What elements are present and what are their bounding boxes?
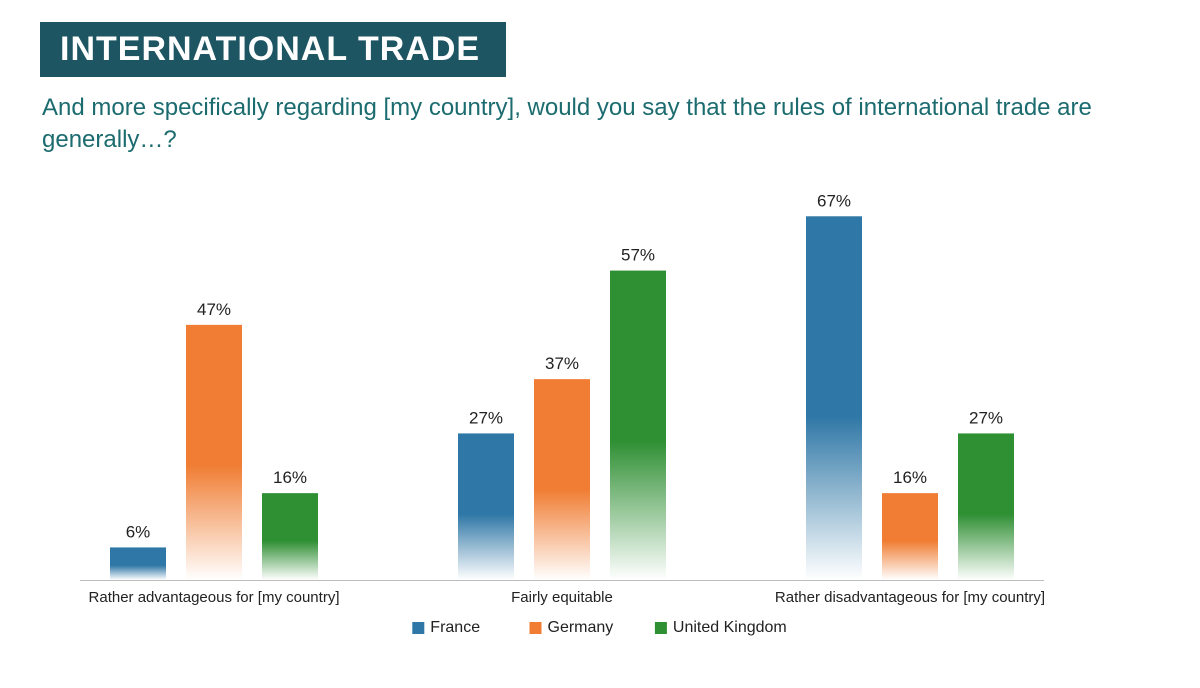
bar <box>610 271 666 580</box>
subtitle-text: And more specifically regarding [my coun… <box>42 92 1142 157</box>
bar <box>958 433 1014 580</box>
legend-swatch <box>655 622 667 634</box>
bar-value-label: 47% <box>197 300 231 319</box>
bar <box>806 216 862 580</box>
bar <box>882 493 938 580</box>
bar <box>262 493 318 580</box>
bar-value-label: 57% <box>621 246 655 265</box>
bar-value-label: 16% <box>893 468 927 487</box>
bar-value-label: 37% <box>545 354 579 373</box>
slide: INTERNATIONAL TRADE And more specificall… <box>0 0 1200 688</box>
bar-value-label: 67% <box>817 191 851 210</box>
category-label: Rather advantageous for [my country] <box>89 589 340 606</box>
legend-label: France <box>430 619 480 636</box>
category-label: Rather disadvantageous for [my country] <box>775 589 1045 606</box>
bar <box>110 547 166 580</box>
legend-label: Germany <box>548 619 614 636</box>
bar <box>458 433 514 580</box>
title-block: INTERNATIONAL TRADE <box>40 22 506 77</box>
bar-value-label: 27% <box>469 408 503 427</box>
page-title: INTERNATIONAL TRADE <box>60 30 480 68</box>
bar <box>534 379 590 580</box>
bar-value-label: 6% <box>126 522 151 541</box>
bar-chart: 6% 47% 16% Rather advantageous for [my coun… <box>40 190 1160 648</box>
category-label: Fairly equitable <box>511 589 613 606</box>
bar-value-label: 16% <box>273 468 307 487</box>
bar <box>186 325 242 580</box>
legend-swatch <box>530 622 542 634</box>
legend-swatch <box>412 622 424 634</box>
legend-label: United Kingdom <box>673 619 787 636</box>
bar-value-label: 27% <box>969 408 1003 427</box>
chart-container: 6% 47% 16% Rather advantageous for [my coun… <box>40 190 1160 648</box>
